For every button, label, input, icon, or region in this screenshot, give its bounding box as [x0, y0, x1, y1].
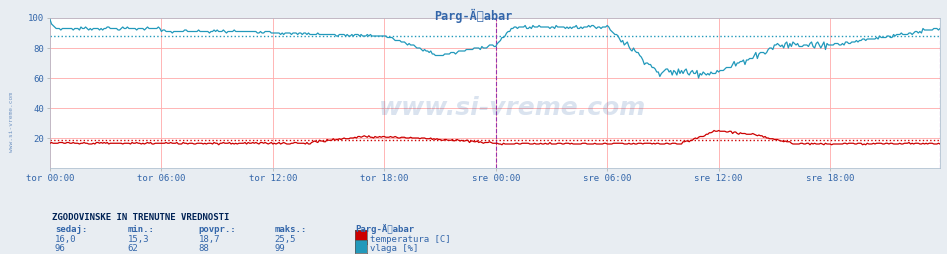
Text: maks.:: maks.: [275, 225, 307, 234]
Text: www.si-vreme.com: www.si-vreme.com [379, 96, 647, 120]
Text: 99: 99 [275, 244, 285, 253]
Text: min.:: min.: [128, 225, 154, 234]
Text: 25,5: 25,5 [275, 235, 296, 244]
Text: 18,7: 18,7 [199, 235, 221, 244]
Text: 62: 62 [128, 244, 138, 253]
Text: 16,0: 16,0 [55, 235, 77, 244]
Text: povpr.:: povpr.: [199, 225, 237, 234]
Text: 15,3: 15,3 [128, 235, 150, 244]
Text: temperatura [C]: temperatura [C] [370, 235, 451, 244]
Text: 96: 96 [55, 244, 65, 253]
Text: Parg-Äabar: Parg-Äabar [435, 9, 512, 23]
Text: sedaj:: sedaj: [55, 225, 87, 234]
Text: 88: 88 [199, 244, 209, 253]
Text: ZGODOVINSKE IN TRENUTNE VREDNOSTI: ZGODOVINSKE IN TRENUTNE VREDNOSTI [52, 213, 229, 222]
Text: Parg-Äabar: Parg-Äabar [355, 225, 414, 234]
Text: vlaga [%]: vlaga [%] [370, 244, 419, 253]
Text: www.si-vreme.com: www.si-vreme.com [9, 92, 14, 152]
